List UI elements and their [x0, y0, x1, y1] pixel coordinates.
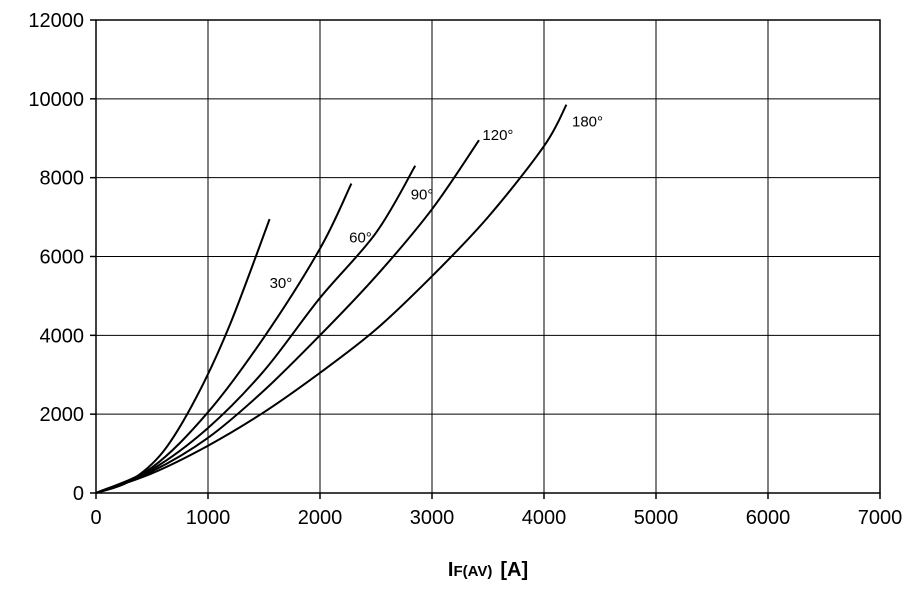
- curve-label: 180°: [572, 113, 603, 130]
- series-line: [95, 218, 271, 494]
- y-tick-label: 8000: [40, 168, 85, 190]
- curve-label: 90°: [411, 186, 434, 203]
- x-axis-label-unit: [A]: [500, 559, 528, 581]
- series-line: [95, 139, 480, 494]
- curve-label: 60°: [349, 230, 372, 247]
- curve-label: 30°: [270, 275, 293, 292]
- curve-labels: 30° 60° 90° 120° 180°: [270, 113, 603, 292]
- x-tick-label: 6000: [746, 507, 791, 529]
- x-axis-label-main: I: [448, 559, 454, 581]
- y-tick-label: 4000: [40, 325, 85, 347]
- y-tick-label: 6000: [40, 247, 85, 269]
- y-tick-label: 2000: [40, 404, 85, 426]
- y-tick-label: 12000: [28, 10, 84, 32]
- curve-label: 120°: [482, 127, 513, 144]
- y-tick-label: 10000: [28, 89, 84, 111]
- x-tick-label: 0: [90, 507, 101, 529]
- x-tick-label: 4000: [522, 507, 567, 529]
- grid: [96, 20, 880, 493]
- x-tick-label: 1000: [186, 507, 231, 529]
- curves: [95, 104, 568, 494]
- series-line: [95, 104, 568, 494]
- x-tick-label: 3000: [410, 507, 455, 529]
- x-tick-label: 7000: [858, 507, 903, 529]
- x-axis-label: IF(AV) [A]: [448, 559, 528, 581]
- y-tick-label: 0: [73, 483, 84, 505]
- ticks: 0 1000 2000 3000 4000 5000 6000 7000 0 2000 4000 60…: [28, 10, 902, 529]
- x-tick-label: 5000: [634, 507, 679, 529]
- x-axis-label-subscript: F(AV): [453, 563, 492, 580]
- x-tick-label: 2000: [298, 507, 343, 529]
- series-line: [95, 183, 353, 494]
- series-line: [95, 165, 417, 494]
